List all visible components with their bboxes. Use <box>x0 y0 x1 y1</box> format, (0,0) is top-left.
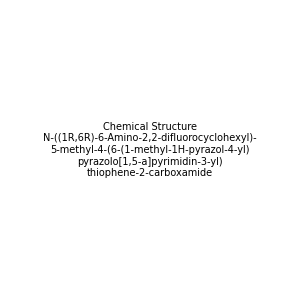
Text: Chemical Structure
N-((1R,6R)-6-Amino-2,2-difluorocyclohexyl)-
5-methyl-4-(6-(1-: Chemical Structure N-((1R,6R)-6-Amino-2,… <box>43 122 257 178</box>
